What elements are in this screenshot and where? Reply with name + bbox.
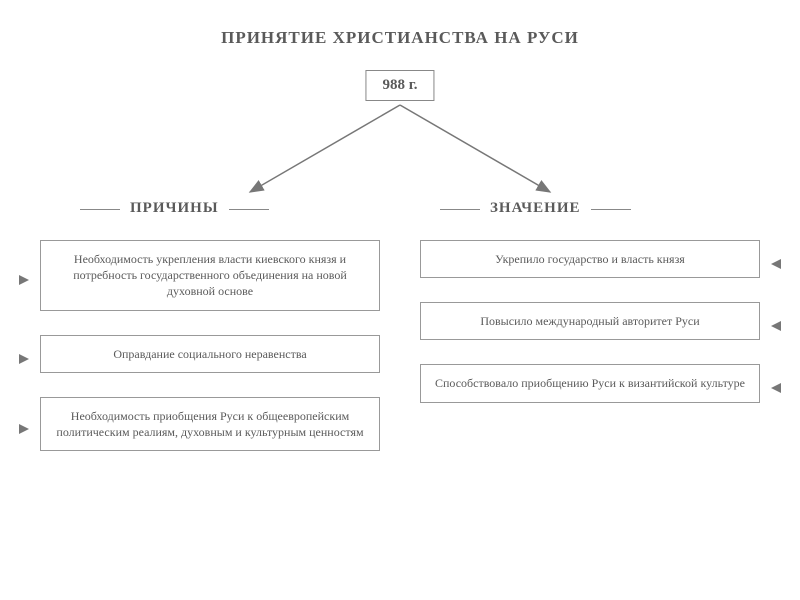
cause-box: Оправдание социального неравенства [40, 335, 380, 373]
causes-column: Необходимость укрепления власти киевског… [40, 240, 380, 451]
causes-header: ПРИЧИНЫ [130, 200, 219, 217]
diagram-title: ПРИНЯТИЕ ХРИСТИАНСТВА НА РУСИ [0, 28, 800, 48]
cause-box: Необходимость приобщения Руси к общеевро… [40, 397, 380, 451]
meaning-box: Повысило международный авторитет Руси [420, 302, 760, 340]
cause-box: Необходимость укрепления власти киевског… [40, 240, 380, 311]
meaning-column: Укрепило государство и власть князя Повы… [420, 240, 760, 451]
meaning-header: ЗНАЧЕНИЕ [490, 200, 581, 217]
meaning-box: Способствовало приобщению Руси к византи… [420, 364, 760, 402]
columns-container: Необходимость укрепления власти киевског… [40, 240, 760, 451]
meaning-box: Укрепило государство и власть князя [420, 240, 760, 278]
branch-arrows [190, 100, 610, 200]
year-node: 988 г. [365, 70, 434, 101]
